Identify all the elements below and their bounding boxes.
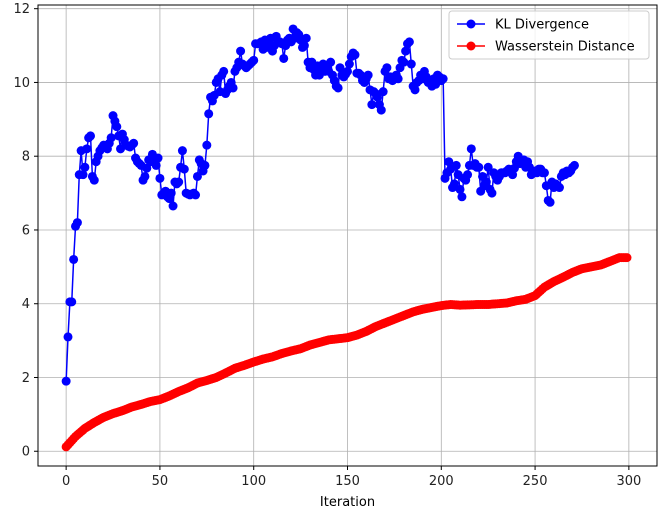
data-point	[373, 92, 383, 102]
data-point	[82, 144, 92, 154]
legend: KL Divergence Wasserstein Distance	[448, 10, 650, 60]
data-point	[378, 87, 388, 97]
data-point	[376, 105, 386, 115]
y-tick-label: 8	[22, 150, 30, 165]
data-point	[350, 50, 360, 60]
data-point	[236, 46, 246, 56]
x-tick-label: 50	[152, 474, 169, 489]
data-point	[228, 83, 238, 93]
legend-box	[448, 10, 650, 60]
x-tick-label: 150	[335, 474, 360, 489]
data-point	[191, 190, 201, 200]
data-point	[326, 57, 336, 67]
data-point	[455, 184, 465, 194]
data-point	[63, 332, 73, 342]
data-point	[545, 197, 555, 207]
data-point	[301, 33, 311, 43]
series-0	[61, 24, 579, 386]
data-point	[444, 157, 454, 167]
data-point	[80, 162, 90, 172]
data-point	[438, 74, 448, 84]
x-tick-label: 0	[62, 474, 70, 489]
data-point	[106, 133, 116, 143]
grid	[38, 5, 657, 466]
data-point	[192, 171, 202, 181]
data-point	[202, 140, 212, 150]
data-point	[174, 177, 184, 187]
data-point	[363, 70, 373, 80]
x-tick-label: 200	[429, 474, 454, 489]
data-point	[344, 59, 354, 69]
data-point	[219, 66, 229, 76]
data-point	[69, 254, 79, 264]
data-point	[153, 153, 163, 163]
data-point	[89, 175, 99, 185]
data-point	[569, 160, 579, 170]
data-point	[168, 201, 178, 211]
data-point	[177, 146, 187, 156]
x-tick-label: 300	[616, 474, 641, 489]
data-point	[204, 109, 214, 119]
data-point	[112, 122, 122, 132]
data-point	[151, 160, 161, 170]
data-point	[393, 74, 403, 84]
data-point	[406, 59, 416, 69]
data-point	[140, 171, 150, 181]
data-point	[539, 168, 549, 178]
data-point	[382, 63, 392, 73]
data-point	[367, 100, 377, 110]
data-point	[554, 183, 564, 193]
data-point	[457, 192, 467, 202]
data-point	[179, 164, 189, 174]
y-tick-label: 12	[13, 2, 30, 17]
data-point	[481, 177, 491, 187]
data-point	[404, 37, 414, 47]
data-point	[249, 55, 259, 65]
data-point	[410, 85, 420, 95]
x-axis-label: Iteration	[320, 495, 375, 510]
data-point	[155, 173, 165, 183]
series-1	[61, 253, 632, 452]
data-point	[279, 53, 289, 63]
data-point	[86, 131, 96, 141]
data-point	[333, 83, 343, 93]
x-tick-label: 100	[241, 474, 266, 489]
data-point	[449, 179, 459, 189]
series-layer	[61, 24, 632, 452]
data-point	[67, 297, 77, 307]
data-point	[487, 188, 497, 198]
data-point	[335, 63, 345, 73]
data-point	[72, 218, 82, 228]
data-point	[61, 376, 71, 386]
y-tick-label: 0	[22, 445, 30, 460]
data-point	[451, 160, 461, 170]
legend-label: KL Divergence	[495, 18, 589, 33]
data-point	[466, 144, 476, 154]
data-point	[463, 170, 473, 180]
legend-marker	[466, 41, 476, 51]
data-point	[483, 162, 493, 172]
y-tick-label: 10	[13, 76, 30, 91]
x-tick-label: 250	[523, 474, 548, 489]
y-tick-label: 4	[22, 297, 30, 312]
legend-marker	[466, 19, 476, 29]
ticks: 0 50 100 150 200 250 300 0 2 4 6 8 10 12	[13, 2, 641, 489]
y-tick-label: 6	[22, 223, 30, 238]
data-point	[78, 170, 88, 180]
data-point	[299, 41, 309, 51]
legend-label: Wasserstein Distance	[495, 40, 635, 55]
data-point	[166, 188, 176, 198]
data-point	[401, 46, 411, 56]
data-point	[474, 162, 484, 172]
data-point	[399, 57, 409, 67]
data-point	[129, 138, 139, 148]
data-point	[622, 253, 632, 263]
y-tick-label: 2	[22, 371, 30, 386]
data-point	[200, 160, 210, 170]
data-point	[343, 66, 352, 76]
